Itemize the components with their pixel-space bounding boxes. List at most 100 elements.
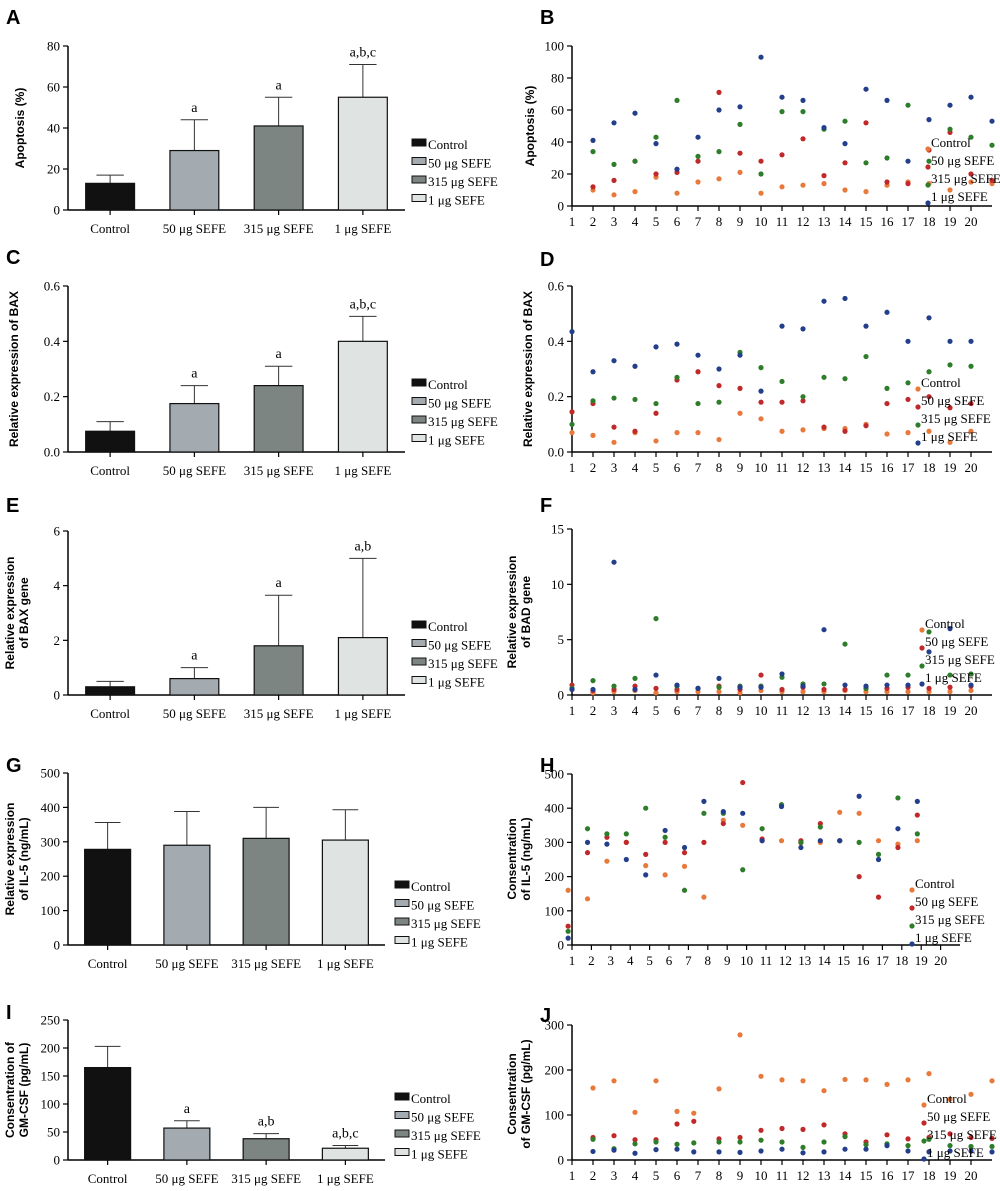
point-315-g-sefe bbox=[989, 1143, 995, 1150]
point-1-g-sefe bbox=[905, 682, 911, 688]
panel-letter: G bbox=[6, 755, 22, 777]
x-tick-label: 3 bbox=[611, 1168, 618, 1183]
significance-label: a,b,c bbox=[350, 297, 376, 312]
point-315-g-sefe bbox=[926, 1136, 932, 1142]
point-50-g-sefe bbox=[590, 184, 596, 190]
legend-label: 315 μg SEFE bbox=[931, 171, 1000, 186]
bar-1 bbox=[84, 1066, 132, 1161]
point-1-g-sefe bbox=[884, 97, 890, 103]
point-control bbox=[968, 179, 974, 185]
x-tick-label: 18 bbox=[895, 953, 908, 968]
point-1-g-sefe bbox=[926, 315, 932, 321]
point-control bbox=[863, 189, 869, 195]
point-control bbox=[674, 1108, 680, 1114]
point-1-g-sefe bbox=[842, 1146, 848, 1152]
x-tick-label: 12 bbox=[797, 214, 810, 229]
bar-2 bbox=[163, 844, 211, 946]
y-axis-label-line: Consentration bbox=[505, 818, 519, 899]
point-50-g-sefe bbox=[989, 177, 995, 183]
significance-label: a bbox=[276, 78, 283, 93]
point-315-g-sefe bbox=[590, 1136, 596, 1142]
bar-3 bbox=[242, 1138, 290, 1161]
point-50-g-sefe bbox=[863, 120, 869, 126]
y-tick-label: 0 bbox=[558, 688, 565, 703]
x-tick-label: 10 bbox=[740, 953, 753, 968]
x-tick-label: 11 bbox=[776, 214, 789, 229]
y-tick-label: 300 bbox=[545, 835, 565, 850]
x-tick-label: 16 bbox=[881, 1168, 895, 1183]
bar-4 bbox=[337, 636, 388, 696]
point-315-g-sefe bbox=[716, 399, 722, 405]
legend-swatch bbox=[411, 157, 427, 165]
legend-label: 1 μg SEFE bbox=[428, 675, 485, 690]
legend-label: 1 μg SEFE bbox=[428, 433, 485, 448]
panel-j: J Consentrationof GM-CSF (pg/mL) 0 100 200 30… bbox=[505, 1005, 997, 1183]
point-control bbox=[611, 192, 617, 198]
point-50-g-sefe bbox=[740, 779, 746, 786]
point-1-g-sefe bbox=[701, 798, 707, 804]
point-control bbox=[590, 432, 596, 438]
point-315-g-sefe bbox=[590, 678, 596, 684]
y-tick-label: 4 bbox=[54, 578, 61, 593]
point-1-g-sefe bbox=[779, 94, 785, 100]
category-label: 1 μg SEFE bbox=[317, 956, 374, 971]
y-tick-label: 400 bbox=[41, 800, 61, 815]
category-label: 1 μg SEFE bbox=[317, 1171, 374, 1186]
bar-3 bbox=[242, 837, 290, 946]
point-control bbox=[821, 181, 827, 187]
legend-marker bbox=[925, 146, 931, 152]
panel-h: H Consentrationof IL-5 (ng/mL) 0 100 200 300 4… bbox=[505, 755, 985, 968]
category-label: 315 μg SEFE bbox=[244, 463, 314, 478]
point-1-g-sefe bbox=[914, 798, 920, 804]
x-tick-label: 16 bbox=[881, 703, 895, 718]
x-tick-label: 18 bbox=[923, 1168, 936, 1183]
legend-label: 50 μg SEFE bbox=[915, 894, 978, 909]
legend-marker bbox=[925, 164, 931, 170]
legend-label: 315 μg SEFE bbox=[411, 916, 481, 931]
point-1-g-sefe bbox=[863, 683, 869, 689]
y-tick-label: 60 bbox=[47, 80, 60, 95]
point-1-g-sefe bbox=[875, 856, 882, 863]
legend-label: 1 μg SEFE bbox=[428, 193, 485, 208]
point-1-g-sefe bbox=[779, 323, 785, 329]
point-1-g-sefe bbox=[884, 682, 890, 688]
point-1-g-sefe bbox=[863, 323, 869, 329]
point-315-g-sefe bbox=[884, 155, 890, 161]
point-1-g-sefe bbox=[611, 559, 617, 565]
x-tick-label: 16 bbox=[881, 214, 895, 229]
legend-label: 1 μg SEFE bbox=[921, 429, 978, 444]
point-1-g-sefe bbox=[695, 134, 701, 140]
point-315-g-sefe bbox=[590, 398, 596, 404]
legend-label: 315 μg SEFE bbox=[915, 912, 985, 927]
point-1-g-sefe bbox=[623, 856, 629, 863]
y-axis-label-line: of GM-CSF (pg/mL) bbox=[519, 1039, 533, 1148]
y-tick-label: 40 bbox=[47, 121, 60, 136]
x-tick-label: 8 bbox=[716, 703, 723, 718]
point-50-g-sefe bbox=[737, 1134, 743, 1141]
point-1-g-sefe bbox=[800, 326, 806, 332]
y-tick-label: 100 bbox=[41, 1097, 61, 1112]
point-1-g-sefe bbox=[884, 309, 890, 315]
point-315-g-sefe bbox=[905, 380, 911, 386]
point-315-g-sefe bbox=[737, 121, 743, 127]
point-315-g-sefe bbox=[611, 395, 617, 401]
point-50-g-sefe bbox=[779, 152, 785, 158]
point-50-g-sefe bbox=[632, 428, 638, 434]
point-315-g-sefe bbox=[565, 928, 571, 934]
y-tick-label: 80 bbox=[551, 71, 564, 86]
point-1-g-sefe bbox=[653, 672, 659, 678]
category-label: 50 μg SEFE bbox=[155, 956, 218, 971]
y-tick-label: 0.4 bbox=[44, 334, 61, 349]
x-tick-label: 14 bbox=[839, 460, 853, 475]
y-tick-label: 0.0 bbox=[548, 445, 564, 460]
y-tick-label: 500 bbox=[41, 766, 61, 781]
legend-swatch bbox=[394, 936, 410, 944]
y-axis-label-line: Consentration of bbox=[3, 1041, 17, 1138]
y-tick-label: 80 bbox=[47, 39, 60, 54]
x-tick-label: 4 bbox=[632, 460, 639, 475]
point-control bbox=[905, 430, 911, 436]
point-315-g-sefe bbox=[842, 641, 848, 647]
x-tick-label: 19 bbox=[944, 1168, 957, 1183]
x-tick-label: 9 bbox=[737, 460, 744, 475]
legend-swatch bbox=[411, 434, 427, 442]
